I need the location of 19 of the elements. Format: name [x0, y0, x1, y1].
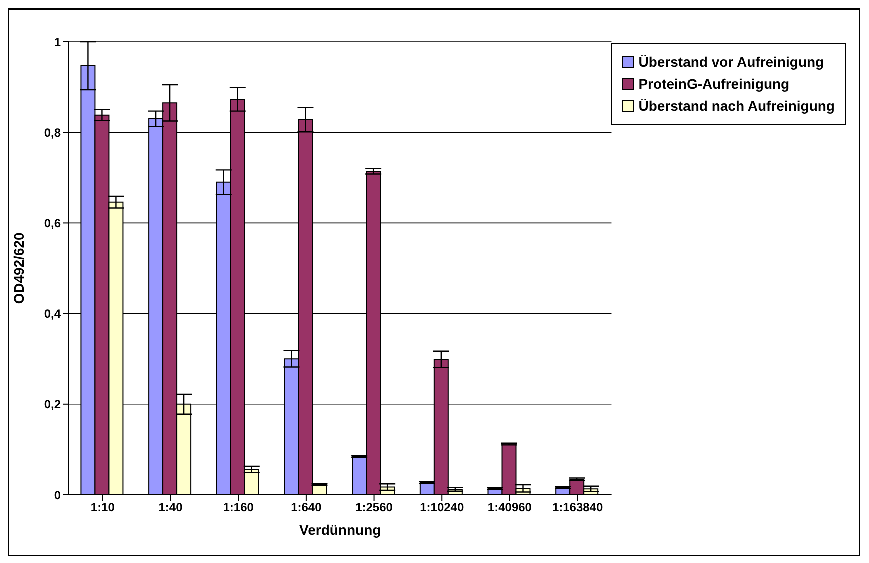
y-tick-label: 0 [54, 488, 62, 502]
y-axis-title: OD492/620 [10, 232, 27, 304]
x-tick-label: 1:163840 [552, 500, 604, 515]
y-tick-label: 1 [54, 35, 62, 50]
y-tick-label: 0,8 [44, 126, 62, 140]
x-tick-label: 1:10 [90, 500, 116, 515]
legend-label: Überstand nach Aufreinigung [638, 98, 835, 114]
legend-label: Überstand vor Aufreinigung [638, 54, 824, 70]
x-tick-label: 1:640 [291, 500, 322, 515]
x-tick-label: 1:40960 [488, 500, 532, 515]
y-tick-label: 0,2 [44, 398, 62, 412]
x-tick-label: 1:10240 [420, 500, 464, 515]
x-tick-label: 1:2560 [356, 500, 394, 515]
y-tick-label: 0,4 [44, 307, 62, 322]
x-axis-title: Verdünnung [300, 522, 382, 538]
x-tick-label: 1:160 [223, 500, 254, 515]
y-tick-label: 0,6 [44, 216, 62, 230]
legend-label: ProteinG-Aufreinigung [638, 76, 790, 92]
x-tick-label: 1:40 [158, 500, 184, 515]
